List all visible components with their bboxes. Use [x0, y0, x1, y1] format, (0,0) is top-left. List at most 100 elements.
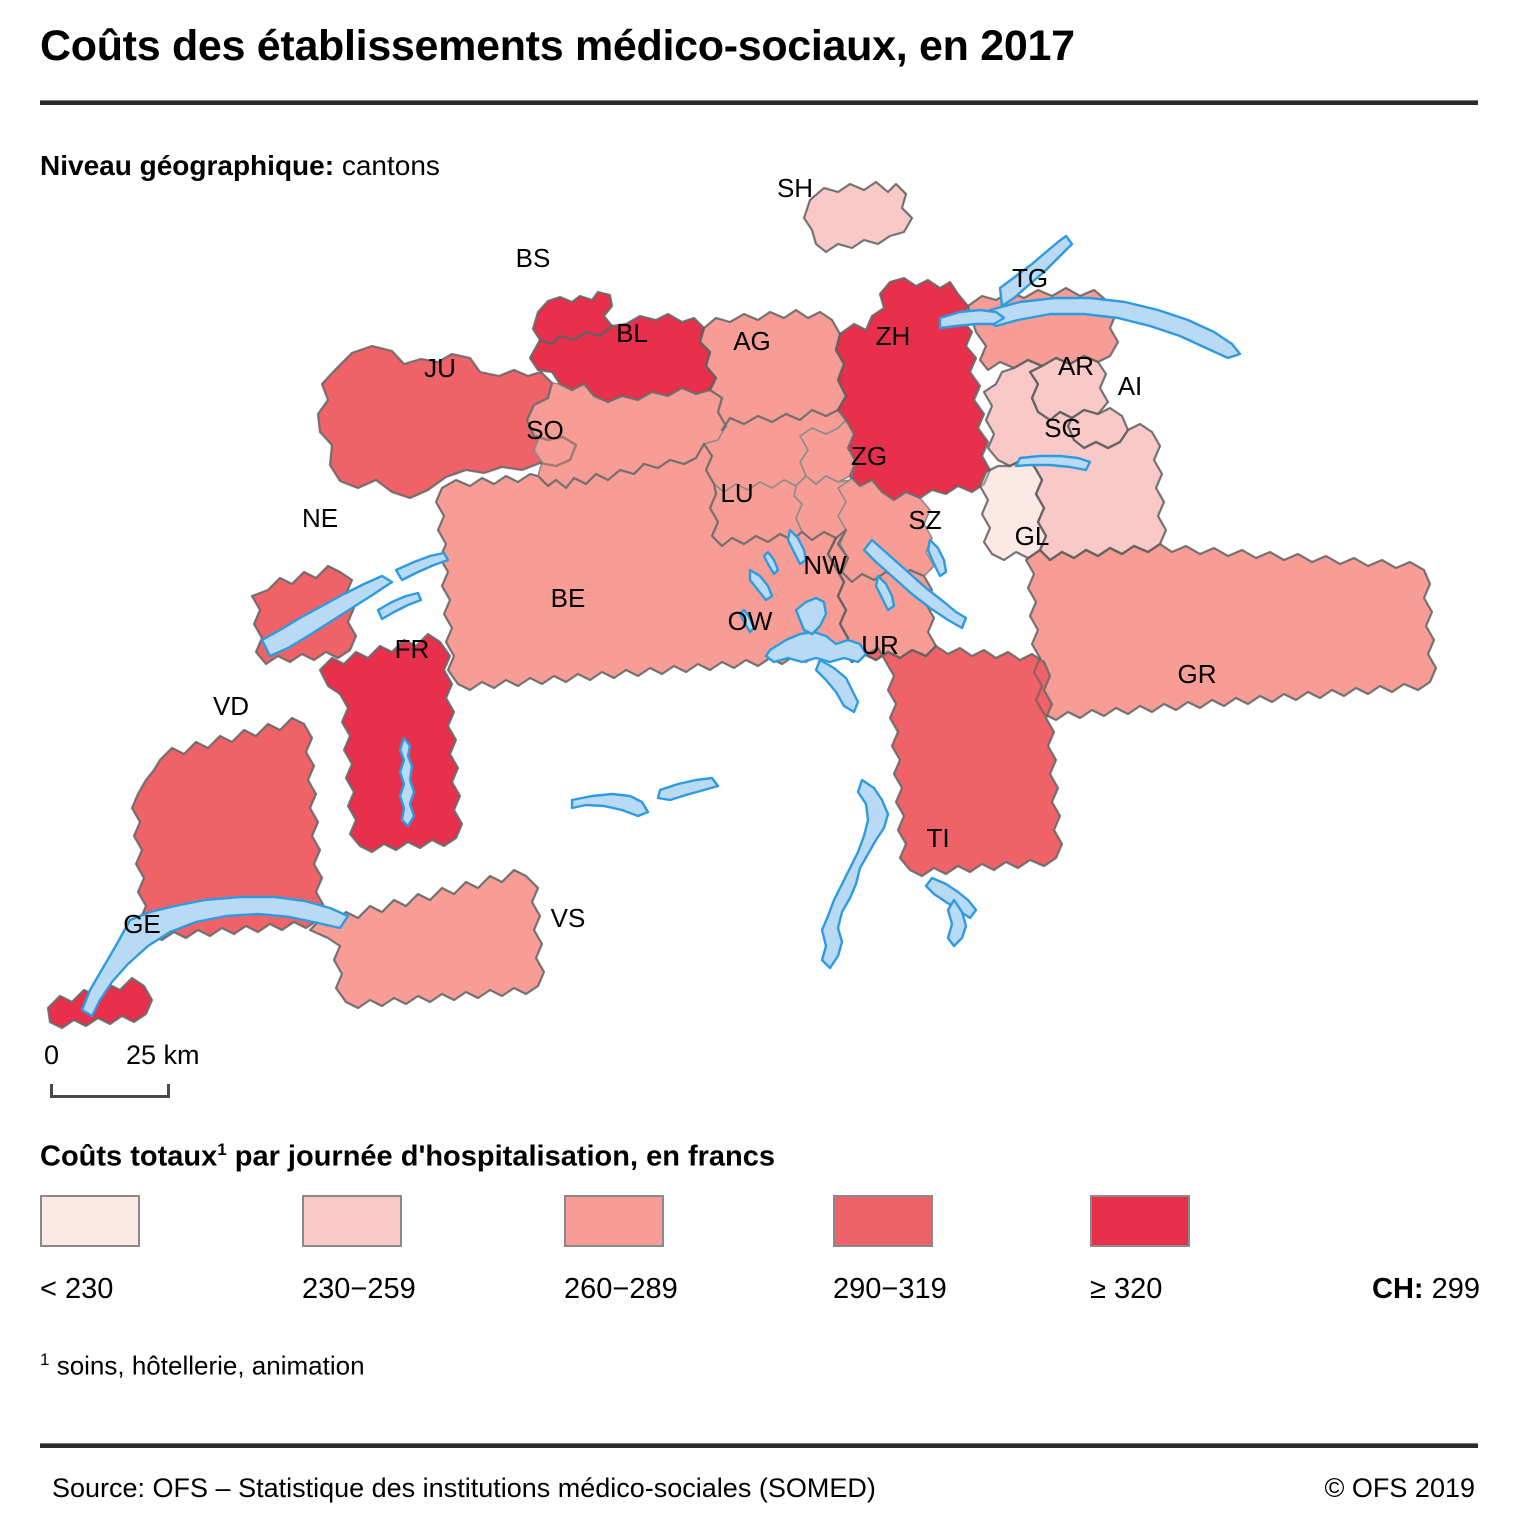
footnote: 1 soins, hôtellerie, animation: [40, 1350, 365, 1382]
canton-label-ge: GE: [123, 909, 161, 939]
legend-swatch-5: [1090, 1195, 1190, 1247]
legend-title-footnote-marker: 1: [217, 1140, 227, 1159]
canton-label-so: SO: [526, 415, 564, 445]
country-border-segment-zh: [834, 276, 992, 502]
legend: CH: 299 < 230 230−259 260−289 290−319 ≥ 320: [40, 1195, 1480, 1305]
legend-title-rest: par journée d'hospitalisation, en francs: [226, 1140, 776, 1173]
title-divider: [40, 100, 1478, 105]
source-text: Source: OFS – Statistique des institutio…: [52, 1473, 876, 1503]
canton-label-fr: FR: [395, 634, 430, 664]
canton-gr[interactable]: [1025, 543, 1437, 721]
footnote-marker: 1: [40, 1350, 50, 1369]
canton-label-be: BE: [551, 583, 586, 613]
canton-label-lu: LU: [720, 478, 753, 508]
canton-nw[interactable]: [793, 475, 851, 541]
lake-13: [1014, 454, 1092, 472]
canton-label-ti: TI: [926, 823, 949, 853]
canton-ag[interactable]: [699, 309, 847, 431]
legend-swatch-2: [302, 1195, 402, 1247]
canton-label-ow: OW: [728, 606, 773, 636]
country-border-segment-fr: [318, 632, 464, 854]
scale-bar-distance: 25 km: [126, 1040, 200, 1070]
national-average: CH: 299: [1372, 1273, 1480, 1306]
country-border-segment-ti: [850, 644, 1064, 878]
lake-3: [394, 551, 450, 582]
copyright-text: © OFS 2019: [1324, 1473, 1475, 1503]
geographic-level: Niveau géographique: cantons: [40, 150, 440, 182]
legend-item-4[interactable]: 290−319: [833, 1195, 947, 1306]
legend-label-4: 290−319: [833, 1273, 947, 1305]
lake-1: [80, 895, 350, 1018]
canton-label-vs: VS: [551, 903, 586, 933]
legend-swatch-1: [40, 1195, 140, 1247]
geographic-level-label: Niveau géographique:: [40, 150, 335, 181]
canton-fr[interactable]: [319, 633, 463, 853]
legend-item-1[interactable]: < 230: [40, 1195, 145, 1306]
canton-label-ai: AI: [1118, 371, 1143, 401]
canton-label-bl: BL: [616, 318, 648, 348]
switzerland-choropleth-map[interactable]: ZH BE LU UR SZ OW NW GL ZG FR SO BS BL SH AR AI SG GR AG TG…: [0, 140, 1515, 1040]
lake-17: [762, 550, 780, 576]
lake-5: [570, 792, 650, 818]
canton-label-tg: TG: [1012, 263, 1048, 293]
canton-label-zh: ZH: [876, 321, 911, 351]
legend-title-main: Coûts totaux: [40, 1140, 218, 1173]
lake-18: [874, 574, 896, 612]
legend-label-2: 230−259: [302, 1273, 416, 1305]
lake-21: [820, 778, 890, 970]
lake-14: [926, 538, 948, 578]
lake-4: [376, 591, 423, 621]
lake-8: [814, 658, 860, 714]
canton-vs[interactable]: [309, 869, 545, 1009]
scale-bar: 0 25 km: [44, 1040, 264, 1110]
geographic-level-value: cantons: [341, 150, 440, 181]
canton-ti[interactable]: [851, 645, 1063, 877]
canton-label-sh: SH: [777, 173, 813, 203]
country-border-segment-tg: [966, 286, 1120, 372]
canton-label-gr: GR: [1178, 659, 1217, 689]
canton-label-zg: ZG: [851, 441, 887, 471]
lake-22: [924, 876, 978, 920]
canton-label-ag: AG: [733, 326, 771, 356]
footnote-text: soins, hôtellerie, animation: [49, 1350, 365, 1381]
lake-11: [982, 296, 1242, 360]
national-average-label: CH:: [1372, 1273, 1424, 1305]
national-average-value: 299: [1431, 1273, 1480, 1305]
country-border-segment-vd: [130, 716, 326, 942]
lake-23: [946, 898, 968, 948]
legend-item-3[interactable]: 260−289: [564, 1195, 678, 1306]
country-border-segment-vs: [308, 868, 546, 1010]
canton-label-ur: UR: [861, 630, 899, 660]
lake-6: [656, 776, 720, 802]
canton-label-ne: NE: [302, 503, 338, 533]
canton-label-ar: AR: [1058, 351, 1094, 381]
country-border-segment-sh: [802, 180, 914, 254]
canton-label-nw: NW: [803, 550, 847, 580]
lake-9: [794, 596, 828, 636]
legend-label-3: 260−289: [564, 1273, 678, 1305]
lake-12: [998, 234, 1074, 308]
canton-label-sz: SZ: [908, 505, 941, 535]
canton-label-sg: SG: [1044, 413, 1082, 443]
country-border-segment-ge: [46, 976, 154, 1030]
lake-24: [938, 308, 1006, 330]
country-border-segment-be: [434, 442, 850, 692]
legend-item-2[interactable]: 230−259: [302, 1195, 416, 1306]
legend-item-5[interactable]: ≥ 320: [1090, 1195, 1195, 1306]
lake-19: [738, 608, 756, 634]
scale-bar-zero: 0: [44, 1040, 60, 1070]
legend-title: Coûts totaux1 par journée d'hospitalisat…: [40, 1140, 775, 1174]
canton-label-ju: JU: [424, 353, 456, 383]
lake-16: [786, 528, 808, 566]
country-border-segment-ag: [698, 308, 848, 432]
legend-label-5: ≥ 320: [1090, 1273, 1163, 1305]
legend-swatch-4: [833, 1195, 933, 1247]
scale-bar-line: [50, 1084, 170, 1098]
lake-10: [862, 538, 968, 630]
lake-15: [748, 568, 774, 602]
country-border-segment-gl: [978, 458, 1048, 562]
lake-20: [398, 736, 416, 828]
legend-label-1: < 230: [40, 1273, 114, 1305]
page-title: Coûts des établissements médico-sociaux,…: [40, 22, 1075, 70]
canton-label-bs: BS: [516, 243, 551, 273]
